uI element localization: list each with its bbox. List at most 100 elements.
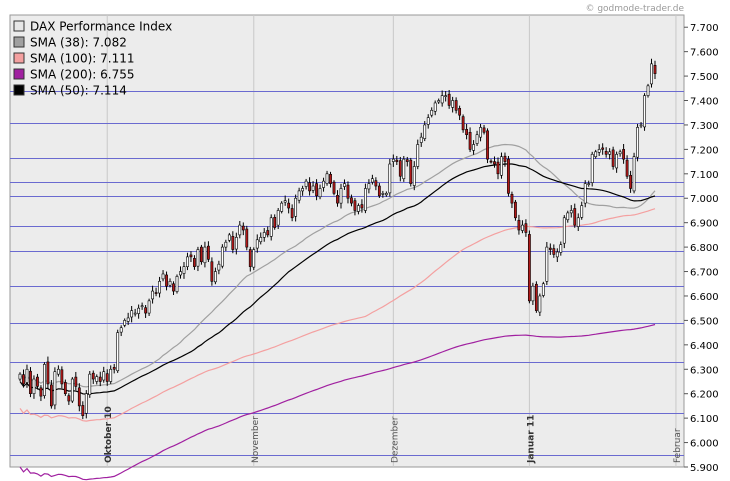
candle	[507, 155, 510, 197]
candle	[53, 367, 57, 410]
candle-body	[116, 332, 120, 372]
candle-body	[70, 378, 74, 402]
candle-body	[426, 117, 430, 125]
candle	[119, 325, 123, 337]
candle-body	[325, 173, 329, 184]
candle-body	[545, 246, 549, 282]
candle-body	[231, 236, 235, 250]
candle	[77, 383, 81, 412]
candle-body	[632, 156, 636, 192]
y-axis: 5.900 6.000 6.100 6.200 6.300 6.400 6.500 6.600…	[684, 23, 719, 474]
candle	[36, 373, 39, 390]
candle	[182, 262, 186, 279]
candle	[140, 302, 144, 310]
candle-body	[562, 217, 566, 244]
candle-body	[151, 290, 154, 300]
candle-body	[503, 155, 507, 162]
candle-body	[639, 124, 643, 127]
candle	[629, 170, 632, 193]
candle	[597, 144, 601, 156]
candle-body	[322, 180, 325, 188]
candle	[248, 246, 252, 272]
candle	[412, 161, 416, 191]
candle	[158, 276, 161, 298]
candle-body	[461, 116, 465, 131]
candle-body	[377, 185, 381, 197]
candle-body	[622, 149, 625, 160]
candle-body	[465, 129, 468, 136]
candle	[95, 374, 99, 385]
candle-body	[507, 158, 510, 194]
candle-body	[343, 183, 346, 187]
candle	[161, 270, 165, 282]
candle-body	[210, 261, 214, 282]
candle	[227, 232, 231, 243]
candle	[315, 179, 318, 201]
legend-swatch	[13, 52, 25, 64]
legend-swatch	[13, 68, 25, 80]
candle	[545, 241, 549, 285]
candle	[370, 174, 374, 185]
candle	[374, 177, 378, 191]
candle-body	[238, 224, 242, 236]
x-tick-label: Februar	[673, 428, 683, 463]
candle	[22, 369, 25, 388]
y-tick-label: 7.000	[690, 194, 719, 205]
candle	[32, 375, 36, 399]
candle-body	[573, 208, 577, 226]
candle	[318, 184, 322, 200]
candle-body	[315, 183, 318, 197]
candle-body	[179, 271, 182, 276]
candle-body	[241, 225, 245, 231]
candle-body	[458, 108, 462, 116]
candle-body	[479, 127, 482, 138]
candle-body	[336, 195, 339, 204]
candle-body	[381, 193, 385, 195]
candle-body	[245, 228, 249, 248]
candle-body	[133, 312, 137, 315]
candle	[193, 255, 196, 270]
candle	[559, 241, 563, 256]
candle-body	[538, 295, 542, 313]
candle	[548, 243, 552, 255]
candle-body	[611, 149, 615, 167]
candle-body	[350, 197, 353, 204]
candle	[116, 329, 120, 373]
candle	[608, 148, 612, 160]
candle	[416, 139, 420, 170]
candle-body	[629, 174, 632, 189]
candle-body	[517, 219, 521, 231]
candle	[524, 219, 528, 237]
candle	[461, 114, 465, 133]
candle	[367, 179, 371, 194]
plot-background	[9, 14, 685, 468]
y-tick-label: 7.100	[690, 170, 719, 181]
candle-body	[262, 232, 266, 238]
candle	[39, 385, 43, 402]
candle	[486, 128, 489, 164]
y-tick-label: 7.500	[690, 72, 719, 83]
candle-body	[189, 254, 193, 258]
candle	[632, 152, 636, 194]
y-tick-label: 7.700	[690, 23, 719, 34]
candle	[311, 181, 315, 194]
candle	[175, 274, 179, 294]
candle	[569, 205, 573, 218]
candle	[576, 213, 580, 231]
candle-body	[18, 373, 22, 380]
candle-body	[419, 136, 423, 143]
candle-body	[437, 100, 441, 103]
candle	[283, 195, 287, 206]
candle	[200, 244, 203, 265]
candle	[217, 260, 221, 275]
candle-body	[67, 395, 71, 402]
y-tick-label: 7.300	[690, 121, 719, 132]
x-tick-label: Dezember	[390, 416, 400, 463]
sma38-line	[19, 143, 656, 388]
candle	[527, 230, 531, 304]
candle-body	[514, 201, 517, 219]
candle	[493, 156, 496, 168]
candle-body	[524, 223, 528, 233]
candle	[245, 225, 249, 251]
candle	[590, 151, 594, 187]
